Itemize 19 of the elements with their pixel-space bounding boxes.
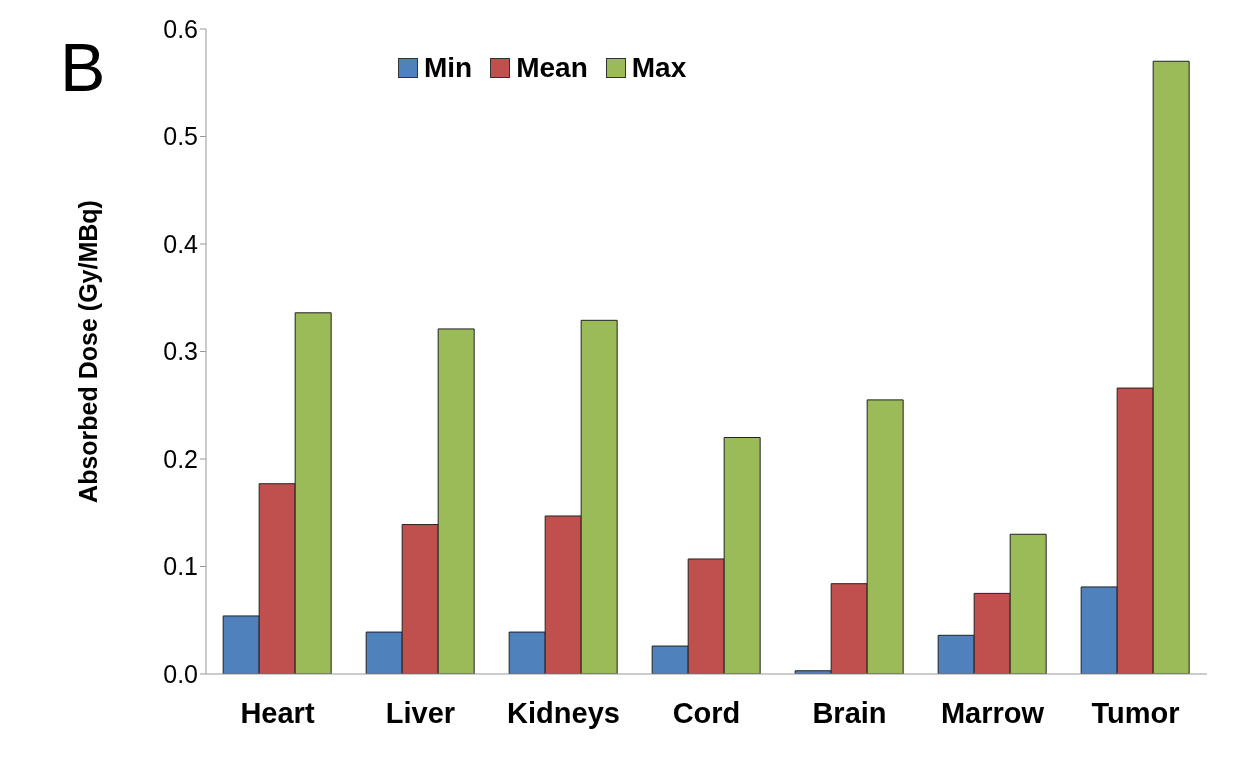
y-tick-label: 0.2 xyxy=(163,444,198,473)
x-tick-label: Liver xyxy=(385,696,456,729)
y-tick-label: 0.4 xyxy=(163,229,199,258)
x-tick-label: Tumor xyxy=(1091,696,1180,729)
y-tick-label: 0.6 xyxy=(163,14,198,43)
legend-label: Mean xyxy=(516,52,588,84)
legend-label: Max xyxy=(631,52,687,84)
x-tick-label: Cord xyxy=(672,696,741,729)
y-tick-label: 0.5 xyxy=(163,122,198,151)
y-tick-label: 0.3 xyxy=(163,337,198,366)
x-tick-label: Kidneys xyxy=(507,696,620,729)
y-axis-title: Absorbed Dose (Gy/MBq) xyxy=(73,200,102,503)
text: B xyxy=(60,28,106,106)
y-tick-label: 0.0 xyxy=(163,659,198,688)
y-tick-label: 0.1 xyxy=(163,552,198,581)
x-tick-label: Heart xyxy=(240,696,315,729)
x-tick-label: Brain xyxy=(812,696,887,729)
legend-label: Min xyxy=(424,52,473,84)
x-tick-label: Marrow xyxy=(940,696,1045,729)
